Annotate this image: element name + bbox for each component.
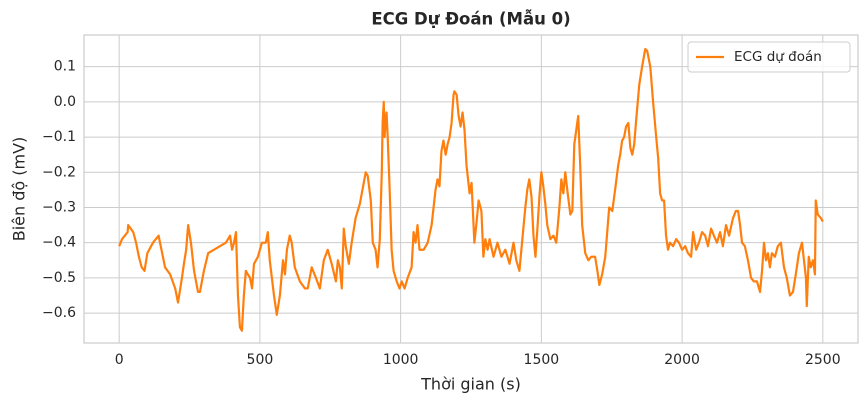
y-axis-label: Biên độ (mV) <box>10 137 29 242</box>
x-tick-label: 500 <box>247 352 274 368</box>
y-tick-label: −0.4 <box>42 235 76 251</box>
x-tick-label: 1500 <box>524 352 560 368</box>
y-tick-label: 0.1 <box>54 59 76 75</box>
y-tick-label: −0.6 <box>42 305 76 321</box>
plot-frame <box>83 34 859 344</box>
chart-title: ECG Dự Đoán (Mẫu 0) <box>371 10 570 29</box>
y-tick-label: −0.2 <box>42 164 76 180</box>
legend-box <box>687 41 851 73</box>
y-tick-label: −0.5 <box>42 270 76 286</box>
data-line <box>118 47 824 332</box>
x-tick-label: 2000 <box>664 352 700 368</box>
y-tick-label: 0.0 <box>54 94 76 110</box>
x-tick-label: 2500 <box>805 352 841 368</box>
x-tick-label: 1000 <box>383 352 419 368</box>
y-tick-label: −0.3 <box>42 199 76 215</box>
legend-label: ECG dự đoán <box>734 49 822 65</box>
legend: ECG dự đoán <box>687 41 851 73</box>
x-tick-label: 0 <box>115 352 124 368</box>
y-tick-label: −0.1 <box>42 129 76 145</box>
x-axis-label: Thời gian (s) <box>420 375 521 394</box>
